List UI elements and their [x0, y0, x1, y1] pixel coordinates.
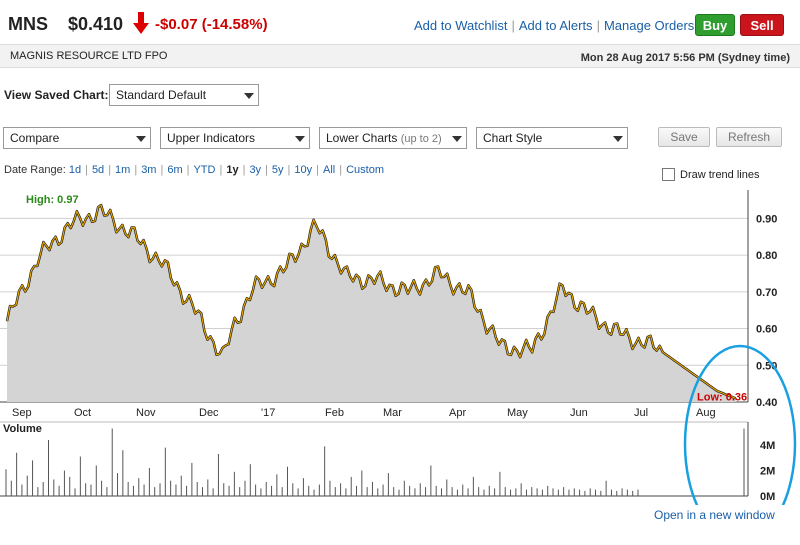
y-tick-label: 0.40 [756, 397, 777, 409]
x-tick-label: Jun [570, 407, 588, 419]
chart-style-select[interactable]: Chart Style [476, 127, 628, 149]
price-change: -$0.07 (-14.58%) [155, 16, 268, 33]
date-range-separator: | [265, 164, 268, 176]
saved-chart-label: View Saved Chart: [4, 88, 109, 102]
x-tick-label: Nov [136, 407, 156, 419]
price-area [7, 205, 736, 402]
volume-label: Volume [3, 423, 42, 435]
x-tick-label: Jul [634, 407, 648, 419]
link-separator: | [511, 18, 515, 33]
quote-actions: Add to Watchlist | Add to Alerts | Manage Or… [414, 18, 694, 33]
refresh-button[interactable]: Refresh [716, 127, 782, 147]
y-tick-label: 0.90 [756, 213, 777, 225]
chart-style-label: Chart Style [483, 131, 543, 145]
y-tick-label: 0.60 [756, 324, 777, 336]
date-range-option[interactable]: All [323, 164, 336, 176]
date-range-separator: | [160, 164, 164, 176]
date-range-option[interactable]: 1d [68, 164, 82, 176]
save-button[interactable]: Save [658, 127, 710, 147]
date-range-separator: | [316, 164, 320, 176]
chevron-down-icon [609, 128, 627, 148]
chevron-down-icon [132, 128, 150, 148]
date-range-option[interactable]: 3m [141, 164, 157, 176]
x-tick-label: May [507, 407, 528, 419]
date-range: Date Range: 1d | 5d | 1m | 3m | 6m | YTD | 1y | 3y | 5y |… [4, 164, 384, 176]
chevron-down-icon [448, 128, 466, 148]
date-range-option[interactable]: 5d [91, 164, 105, 176]
date-range-option[interactable]: YTD [193, 164, 216, 176]
volume-tick-label: 2M [760, 466, 775, 478]
date-range-option[interactable]: 6m [167, 164, 183, 176]
saved-chart-value: Standard Default [116, 88, 207, 102]
x-tick-label: Mar [383, 407, 402, 419]
compare-select[interactable]: Compare [3, 127, 151, 149]
manage-orders-link[interactable]: Manage Orders [603, 18, 695, 33]
down-arrow-icon [133, 12, 149, 34]
x-tick-label: Oct [74, 407, 91, 419]
link-separator: | [596, 18, 600, 33]
lower-charts-hint: (up to 2) [400, 133, 442, 145]
date-range-option[interactable]: 5y [271, 164, 284, 176]
date-range-separator: | [242, 164, 246, 176]
x-tick-label: Sep [12, 407, 32, 419]
date-range-separator: | [85, 164, 88, 176]
price-line [6, 204, 736, 399]
sell-button[interactable]: Sell [740, 14, 784, 36]
date-range-option[interactable]: 1m [115, 164, 131, 176]
compare-label: Compare [10, 131, 60, 145]
trend-lines-checkbox[interactable] [662, 168, 675, 181]
lower-charts-label: Lower Charts [326, 131, 398, 145]
x-tick-label: Dec [199, 407, 219, 419]
date-range-option[interactable]: Custom [346, 164, 385, 176]
lower-charts-select[interactable]: Lower Charts (up to 2) [319, 127, 467, 149]
x-tick-label: Feb [325, 407, 344, 419]
saved-chart-select[interactable]: Standard Default [109, 84, 259, 106]
date-range-separator: | [339, 164, 343, 176]
upper-indicators-label: Upper Indicators [167, 131, 256, 145]
trend-lines-label: Draw trend lines [680, 169, 760, 181]
date-range-option[interactable]: 3y [249, 164, 262, 176]
ticker-symbol: MNS [8, 14, 48, 34]
low-label: Low: 0.36 [697, 392, 747, 404]
quote-header: MNS $0.410 -$0.07 (-14.58%) Add to Watch… [0, 0, 800, 46]
add-to-watchlist-link[interactable]: Add to Watchlist [414, 18, 508, 33]
chevron-down-icon [240, 85, 258, 105]
high-label: High: 0.97 [26, 194, 79, 206]
chevron-down-icon [291, 128, 309, 148]
date-range-separator: | [186, 164, 190, 176]
highlight-ellipse [683, 344, 797, 505]
buy-button[interactable]: Buy [695, 14, 735, 36]
date-range-separator: | [108, 164, 112, 176]
y-tick-label: 0.70 [756, 287, 777, 299]
x-tick-label: Aug [696, 407, 716, 419]
last-price: $0.410 [68, 14, 124, 34]
volume-tick-label: 4M [760, 440, 775, 452]
date-range-separator: | [287, 164, 291, 176]
open-new-window-link[interactable]: Open in a new window [654, 508, 775, 522]
add-to-alerts-link[interactable]: Add to Alerts [518, 18, 593, 33]
date-range-separator: | [134, 164, 138, 176]
volume-tick-label: 0M [760, 491, 775, 503]
y-tick-label: 0.80 [756, 250, 777, 262]
date-range-option[interactable]: 1y [226, 164, 239, 176]
date-range-separator: | [219, 164, 223, 176]
upper-indicators-select[interactable]: Upper Indicators [160, 127, 310, 149]
date-range-label: Date Range: [4, 164, 66, 176]
x-tick-label: '17 [261, 407, 275, 419]
company-bar: MAGNIS RESOURCE LTD FPO Mon 28 Aug 2017 … [0, 44, 800, 68]
date-range-option[interactable]: 10y [294, 164, 313, 176]
draw-trend-lines[interactable]: Draw trend lines [662, 168, 759, 181]
date-range-options: 1d | 5d | 1m | 3m | 6m | YTD | 1y | 3y | 5y | 10y | All | Cust… [69, 164, 384, 176]
company-name: MAGNIS RESOURCE LTD FPO [10, 50, 168, 62]
x-tick-label: Apr [449, 407, 466, 419]
quote-datetime: Mon 28 Aug 2017 5:56 PM (Sydney time) [580, 52, 790, 64]
